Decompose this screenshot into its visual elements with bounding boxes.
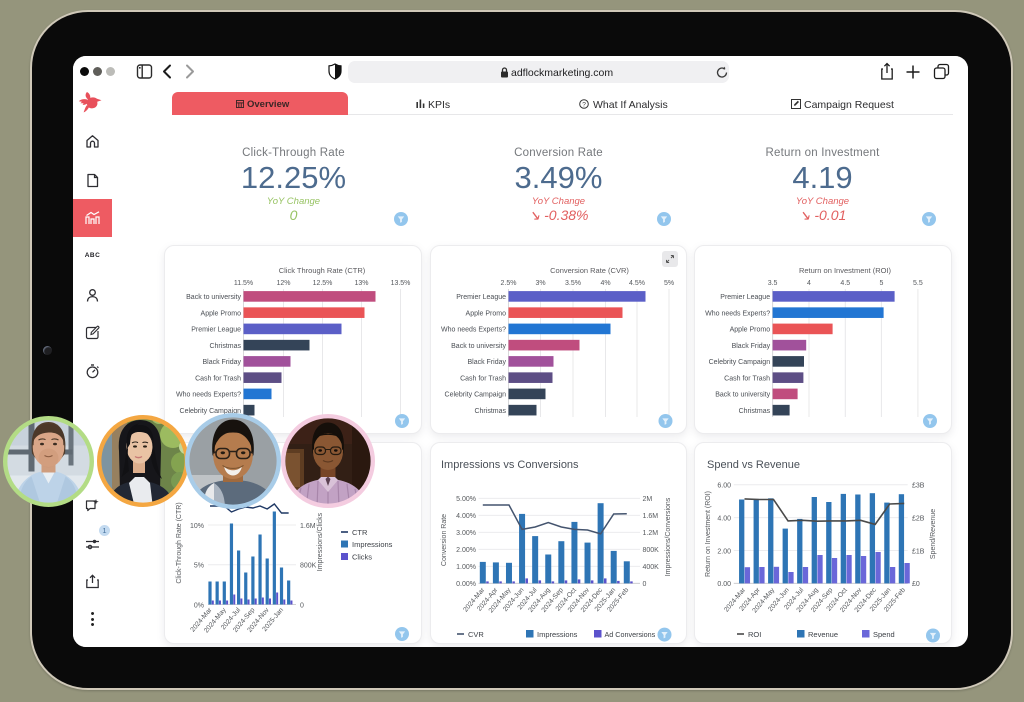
svg-text:£2B: £2B <box>912 515 925 522</box>
svg-text:13.5%: 13.5% <box>391 280 411 287</box>
svg-text:4.5: 4.5 <box>840 280 850 287</box>
svg-text:Christmas: Christmas <box>474 408 506 415</box>
svg-text:CVR: CVR <box>468 630 484 639</box>
svg-text:Cash for Trash: Cash for Trash <box>195 375 241 382</box>
svg-text:Return on Investment (ROI): Return on Investment (ROI) <box>799 266 892 275</box>
svg-text:Ad Conversions: Ad Conversions <box>604 630 655 639</box>
svg-text:Click Through Rate (CTR): Click Through Rate (CTR) <box>279 266 366 275</box>
svg-text:Impressions: Impressions <box>537 630 578 639</box>
svg-text:400K: 400K <box>642 564 659 571</box>
svg-text:4.00: 4.00 <box>717 515 731 522</box>
svg-text:Who needs Experts?: Who needs Experts? <box>705 310 770 317</box>
svg-text:2.00: 2.00 <box>717 548 731 555</box>
svg-text:Impressions vs Conversions: Impressions vs Conversions <box>441 459 579 471</box>
svg-text:12%: 12% <box>276 280 290 287</box>
svg-text:Conversion Rate (CVR): Conversion Rate (CVR) <box>550 266 629 275</box>
svg-text:Spend: Spend <box>873 630 895 639</box>
svg-text:Apple Promo: Apple Promo <box>465 310 506 317</box>
svg-text:Who needs Experts?: Who needs Experts? <box>176 392 241 399</box>
svg-text:1.6M: 1.6M <box>642 513 658 520</box>
svg-text:0: 0 <box>300 602 304 609</box>
svg-text:3.5: 3.5 <box>768 280 778 287</box>
svg-text:10%: 10% <box>190 523 204 530</box>
svg-text:£3B: £3B <box>912 483 925 490</box>
svg-text:Who needs Experts?: Who needs Experts? <box>441 327 506 334</box>
svg-text:Spend vs Revenue: Spend vs Revenue <box>707 459 800 471</box>
svg-text:1.00%: 1.00% <box>456 564 476 571</box>
svg-text:5%: 5% <box>194 563 204 570</box>
svg-text:Black Friday: Black Friday <box>467 359 506 366</box>
svg-text:3.00%: 3.00% <box>456 530 476 537</box>
svg-text:0.00%: 0.00% <box>456 581 476 588</box>
svg-text:Impressions/Clicks: Impressions/Clicks <box>317 512 324 571</box>
svg-text:4.5%: 4.5% <box>629 280 645 287</box>
svg-text:Spend/Revenue: Spend/Revenue <box>930 509 937 559</box>
svg-text:Return on Investment (ROI): Return on Investment (ROI) <box>705 491 712 577</box>
svg-text:?: ? <box>582 101 586 108</box>
svg-text:2.00%: 2.00% <box>456 547 476 554</box>
svg-text:Impressions: Impressions <box>352 540 393 549</box>
svg-text:Cash for Trash: Cash for Trash <box>460 375 506 382</box>
svg-text:1.6M: 1.6M <box>300 523 316 530</box>
svg-text:Click-Through Rate (CTR): Click-Through Rate (CTR) <box>176 502 183 583</box>
svg-text:Celebrity Campaign: Celebrity Campaign <box>444 392 506 399</box>
svg-text:Christmas: Christmas <box>739 408 771 415</box>
svg-text:11.5%: 11.5% <box>234 280 253 287</box>
svg-text:£1B: £1B <box>912 548 925 555</box>
svg-text:800K: 800K <box>300 563 317 570</box>
svg-text:1.2M: 1.2M <box>642 530 658 537</box>
svg-text:£0: £0 <box>912 581 920 588</box>
svg-text:3%: 3% <box>535 280 545 287</box>
svg-text:Black Friday: Black Friday <box>732 343 771 350</box>
svg-text:12.5%: 12.5% <box>313 280 333 287</box>
svg-text:5%: 5% <box>663 280 673 287</box>
svg-text:6.00: 6.00 <box>717 483 731 490</box>
svg-text:2M: 2M <box>642 496 652 503</box>
svg-text:13%: 13% <box>354 280 368 287</box>
svg-text:Celebrity Campaign: Celebrity Campaign <box>709 359 771 366</box>
svg-text:0: 0 <box>642 581 646 588</box>
svg-text:4%: 4% <box>600 280 610 287</box>
svg-text:Clicks: Clicks <box>352 553 372 562</box>
svg-text:Impressions/Conversions: Impressions/Conversions <box>665 497 672 576</box>
svg-text:Back to university: Back to university <box>186 294 241 301</box>
svg-text:Premier League: Premier League <box>456 294 506 301</box>
svg-text:800K: 800K <box>642 547 659 554</box>
svg-text:4.00%: 4.00% <box>456 513 476 520</box>
svg-text:4: 4 <box>807 280 811 287</box>
svg-text:0%: 0% <box>194 602 204 609</box>
svg-text:Christmas: Christmas <box>209 343 241 350</box>
svg-text:5: 5 <box>879 280 883 287</box>
svg-text:3.5%: 3.5% <box>565 280 581 287</box>
svg-text:5.00%: 5.00% <box>456 496 476 503</box>
svg-text:Premier League: Premier League <box>720 294 770 301</box>
svg-text:ROI: ROI <box>748 630 761 639</box>
svg-text:Cash for Trash: Cash for Trash <box>724 375 770 382</box>
svg-text:2.5%: 2.5% <box>500 280 516 287</box>
svg-text:Black Friday: Black Friday <box>202 359 241 366</box>
svg-text:0.00: 0.00 <box>717 581 731 588</box>
svg-text:Back to university: Back to university <box>451 343 506 350</box>
svg-text:Revenue: Revenue <box>808 630 838 639</box>
svg-text:Conversion Rate: Conversion Rate <box>441 514 448 566</box>
svg-text:Apple Promo: Apple Promo <box>730 327 771 334</box>
svg-text:5.5: 5.5 <box>913 280 923 287</box>
svg-text:Apple Promo: Apple Promo <box>201 310 242 317</box>
svg-text:CTR: CTR <box>352 528 368 537</box>
svg-text:Celebrity Campaign: Celebrity Campaign <box>180 408 242 415</box>
svg-text:Premier League: Premier League <box>191 327 241 334</box>
svg-text:Back to university: Back to university <box>715 392 770 399</box>
